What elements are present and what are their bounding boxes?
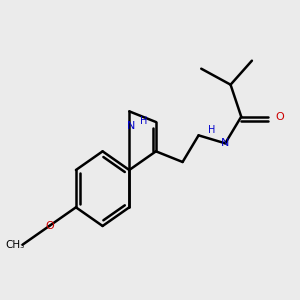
Text: H: H — [208, 125, 216, 135]
Text: O: O — [45, 221, 54, 231]
Text: H: H — [140, 116, 148, 126]
Text: O: O — [275, 112, 284, 122]
Text: N: N — [126, 121, 135, 131]
Text: N: N — [221, 138, 230, 148]
Text: CH₃: CH₃ — [5, 240, 24, 250]
